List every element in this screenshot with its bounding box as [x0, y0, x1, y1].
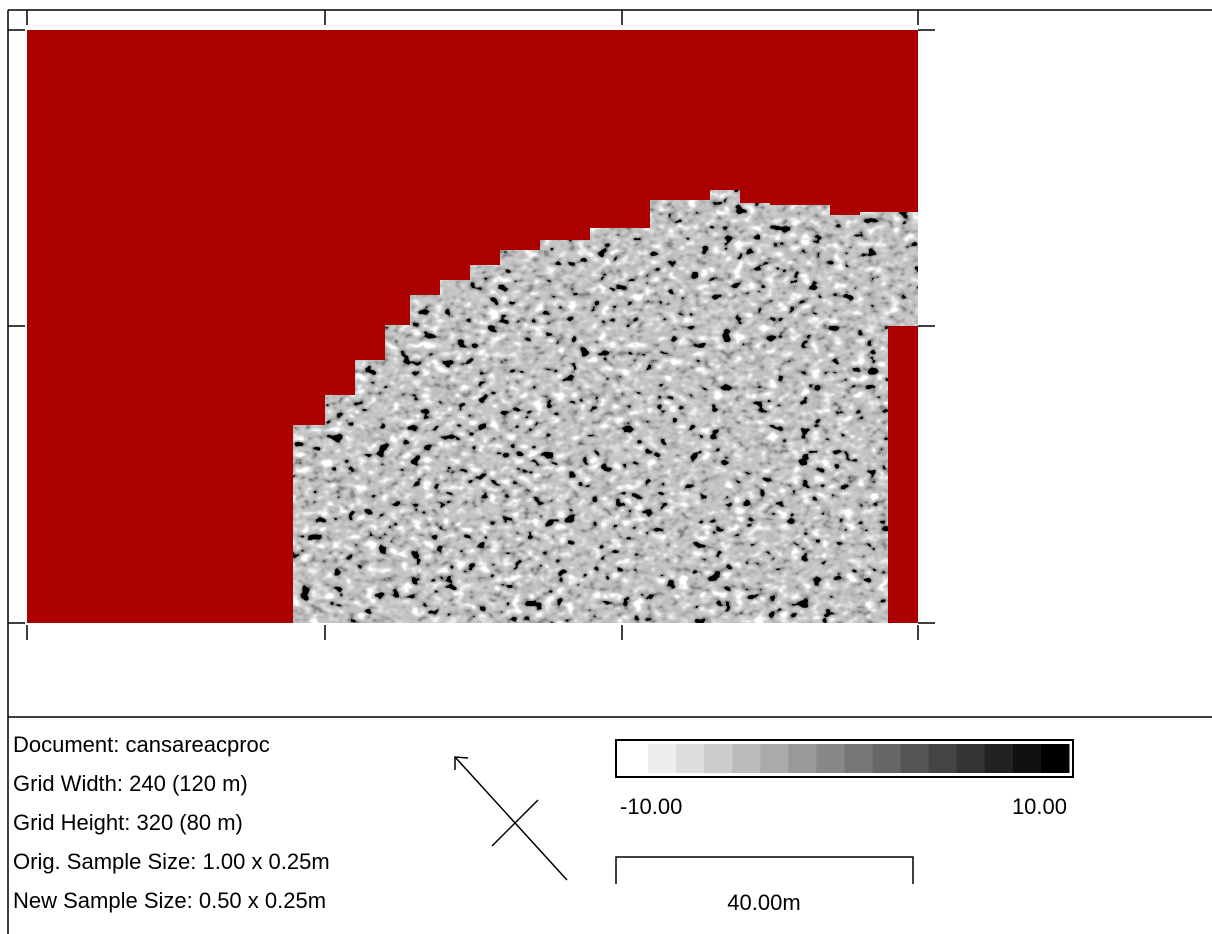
north-arrow — [455, 757, 567, 880]
info-orig-sample: Orig. Sample Size: 1.00 x 0.25m — [13, 849, 330, 874]
info-document: Document: cansareacproc — [13, 732, 270, 757]
color-swatch — [620, 744, 649, 773]
arrow-cross — [492, 800, 538, 846]
color-swatch — [985, 744, 1014, 773]
arrow-shaft — [455, 757, 567, 880]
color-swatch — [788, 744, 817, 773]
color-swatch — [732, 744, 761, 773]
color-swatch — [648, 744, 677, 773]
color-swatch — [873, 744, 902, 773]
color-swatch — [760, 744, 789, 773]
color-swatch — [929, 744, 958, 773]
color-swatch — [957, 744, 986, 773]
survey-view: Document: cansareacproc Grid Width: 240 … — [0, 0, 1212, 934]
legend-min: -10.00 — [620, 794, 682, 819]
page: {"info": {"document": "Document: cansare… — [0, 0, 1212, 934]
color-swatch — [816, 744, 845, 773]
color-swatch — [845, 744, 874, 773]
color-swatch — [901, 744, 930, 773]
info-grid-height: Grid Height: 320 (80 m) — [13, 810, 243, 835]
color-bar — [620, 744, 1070, 773]
info-grid-width: Grid Width: 240 (120 m) — [13, 771, 248, 796]
scale-bar — [616, 857, 913, 884]
color-swatch — [676, 744, 705, 773]
color-swatch — [1013, 744, 1042, 773]
legend-max: 10.00 — [1012, 794, 1067, 819]
info-new-sample: New Sample Size: 0.50 x 0.25m — [13, 888, 326, 913]
color-swatch — [704, 744, 733, 773]
color-swatch — [1041, 744, 1070, 773]
scale-label: 40.00m — [727, 890, 800, 915]
